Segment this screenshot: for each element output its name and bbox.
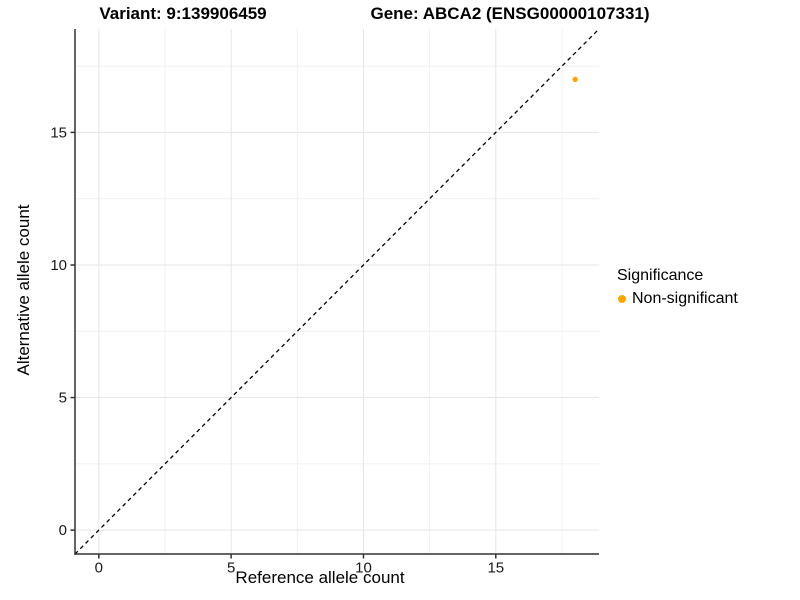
- x-tick-label: 0: [95, 560, 103, 577]
- y-tick-label: 0: [59, 522, 67, 539]
- legend-entry: Non-significant: [617, 290, 738, 308]
- legend: Significance Non-significant: [617, 267, 738, 308]
- x-axis-title: Reference allele count: [235, 568, 405, 587]
- y-tick-label: 5: [59, 390, 67, 407]
- data-point: [572, 76, 578, 83]
- plot-title-gene: Gene: ABCA2 (ENSG00000107331): [370, 4, 650, 23]
- identity-line: [74, 28, 600, 555]
- x-tick-label: 10: [355, 560, 372, 577]
- y-tick-label: 10: [50, 257, 67, 274]
- x-tick-label: 5: [227, 560, 235, 577]
- legend-entry-label: Non-significant: [632, 290, 738, 307]
- plot-title-variant: Variant: 9:139906459: [99, 4, 267, 23]
- legend-title: Significance: [617, 267, 704, 284]
- y-tick-label: 15: [50, 124, 67, 141]
- legend-point-icon: [618, 295, 626, 303]
- x-tick-label: 15: [487, 560, 504, 577]
- y-axis-title: Alternative allele count: [14, 204, 33, 376]
